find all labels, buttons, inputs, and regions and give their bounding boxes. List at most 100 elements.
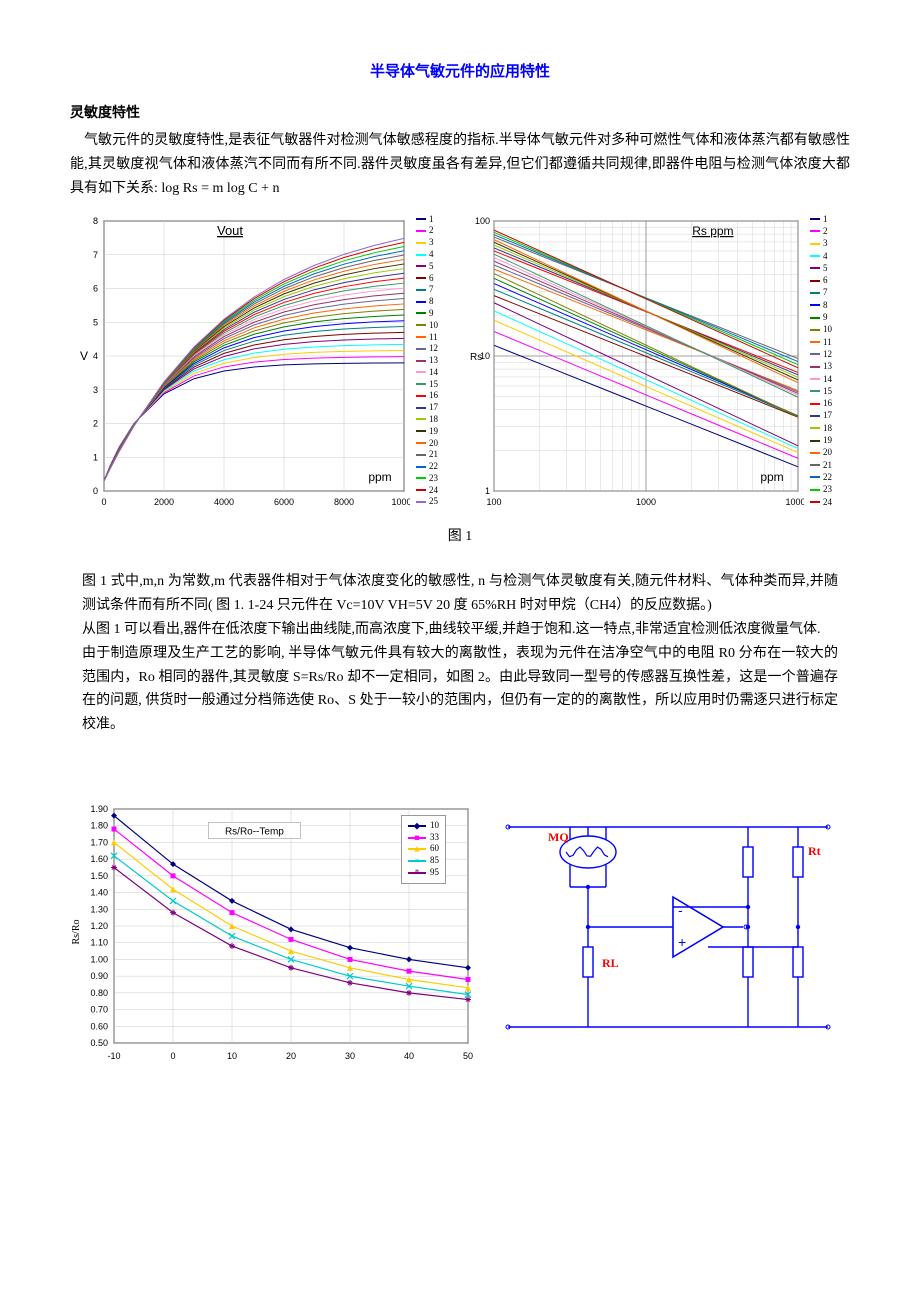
svg-text:6: 6 [93,283,98,293]
svg-text:100: 100 [475,216,490,226]
legend-item: 18 [416,415,438,424]
svg-text:10000: 10000 [785,497,804,507]
chart1-legend: 1234567891011121314151617181920212223242… [410,211,438,511]
legend-item: 21 [416,450,438,459]
legend-item: 12 [810,350,832,359]
svg-text:2000: 2000 [154,497,174,507]
legend-item: 1 [810,215,832,224]
svg-text:1.90: 1.90 [90,804,108,814]
legend-item: 19 [810,436,832,445]
legend-item: 14 [416,368,438,377]
legend-item: 23 [810,485,832,494]
legend-item: 19 [416,427,438,436]
svg-text:0: 0 [93,486,98,496]
legend-item: ×85 [408,855,439,867]
svg-text:0.90: 0.90 [90,971,108,981]
svg-text:2: 2 [93,418,98,428]
svg-text:1: 1 [93,452,98,462]
legend-item: 16 [810,399,832,408]
svg-text:8000: 8000 [334,497,354,507]
svg-text:40: 40 [404,1051,414,1061]
legend-item: 22 [810,473,832,482]
legend-item: 15 [416,380,438,389]
circuit-diagram: MQ RL Rt - + [498,797,850,1067]
paragraph-4: 由于制造原理及生产工艺的影响, 半导体气敏元件具有较大的离散性，表现为元件在洁净… [82,642,838,737]
figure-1-caption: 图 1 [70,525,850,549]
svg-text:1.80: 1.80 [90,821,108,831]
svg-text:-: - [678,902,683,918]
svg-text:1.00: 1.00 [90,954,108,964]
svg-text:3: 3 [93,384,98,394]
paragraph-1: 气敏元件的灵敏度特性,是表征气敏器件对检测气体敏感程度的指标.半导体气敏元件对多… [70,129,850,200]
paragraph-3: 从图 1 可以看出,器件在低浓度下输出曲线陡,而高浓度下,曲线较平缓,并趋于饱和… [82,618,838,642]
legend-item: 16 [416,391,438,400]
legend-item: 7 [810,288,832,297]
legend-item: 2 [416,226,438,235]
legend-item: ■33 [408,832,439,844]
svg-text:1: 1 [485,486,490,496]
legend-item: 21 [810,461,832,470]
circuit-svg: MQ RL Rt - + [498,797,848,1067]
svg-text:Rs: Rs [470,352,482,363]
svg-text:50: 50 [463,1051,473,1061]
legend-item: 8 [810,301,832,310]
paragraph-2: 图 1 式中,m,n 为常数,m 代表器件相对于气体浓度变化的敏感性, n 与检… [82,570,838,618]
section-heading-sensitivity: 灵敏度特性 [70,102,850,126]
svg-text:-10: -10 [107,1051,120,1061]
figure-1-row: 0200040006000800010000012345678VoutppmV … [70,211,850,511]
legend-item: 5 [810,264,832,273]
chart-vout-ppm: 0200040006000800010000012345678VoutppmV … [70,211,456,511]
svg-text:0.80: 0.80 [90,988,108,998]
svg-text:1.60: 1.60 [90,854,108,864]
svg-text:Rs/Ro--Temp: Rs/Ro--Temp [225,826,284,837]
svg-text:+: + [678,934,686,950]
figure-2-row: -10010203040500.500.600.700.800.901.001.… [70,797,850,1067]
svg-text:0.60: 0.60 [90,1021,108,1031]
svg-text:100: 100 [486,497,501,507]
chart-rs-ro-temp: -10010203040500.500.600.700.800.901.001.… [70,797,480,1067]
legend-item: 25 [416,497,438,506]
svg-text:8: 8 [93,216,98,226]
svg-text:0.50: 0.50 [90,1038,108,1048]
legend-item: 20 [810,448,832,457]
legend-item: 5 [416,262,438,271]
svg-text:10: 10 [227,1051,237,1061]
legend-item: 17 [416,403,438,412]
legend-item: 1 [416,215,438,224]
legend-item: 24 [416,486,438,495]
legend-item: 24 [810,498,832,507]
legend-item: 23 [416,474,438,483]
svg-text:6000: 6000 [274,497,294,507]
legend-item: 6 [416,274,438,283]
legend-item: 11 [416,333,438,342]
svg-text:V: V [80,349,88,363]
svg-text:0.70: 0.70 [90,1005,108,1015]
legend-item: 2 [810,227,832,236]
chart2-legend: 123456789101112131415161718192021222324 [804,211,832,511]
svg-text:RL: RL [602,956,619,970]
legend-item: 20 [416,439,438,448]
svg-text:ppm: ppm [760,470,783,484]
legend-item: 10 [416,321,438,330]
svg-text:MQ: MQ [548,830,569,844]
svg-text:0: 0 [170,1051,175,1061]
legend-item: 15 [810,387,832,396]
legend-item: 6 [810,276,832,285]
svg-text:Vout: Vout [217,223,243,238]
chart1-svg: 0200040006000800010000012345678VoutppmV [70,211,410,511]
legend-item: 9 [810,313,832,322]
legend-item: 22 [416,462,438,471]
legend-item: 13 [810,362,832,371]
legend-item: 12 [416,344,438,353]
chart3-legend: ◆10■33▲60×85*95 [401,815,446,883]
chart-rs-ppm: 100100010000110100Rs ppmppmRs 1234567891… [464,211,850,511]
svg-text:Rt: Rt [808,844,821,858]
legend-item: 4 [810,252,832,261]
svg-text:7: 7 [93,249,98,259]
legend-item: 18 [810,424,832,433]
svg-text:1.40: 1.40 [90,888,108,898]
svg-text:4000: 4000 [214,497,234,507]
chart3-y-axis-label: Rs/Ro [68,920,85,945]
legend-item: 10 [810,325,832,334]
svg-text:Rs ppm: Rs ppm [692,224,733,238]
